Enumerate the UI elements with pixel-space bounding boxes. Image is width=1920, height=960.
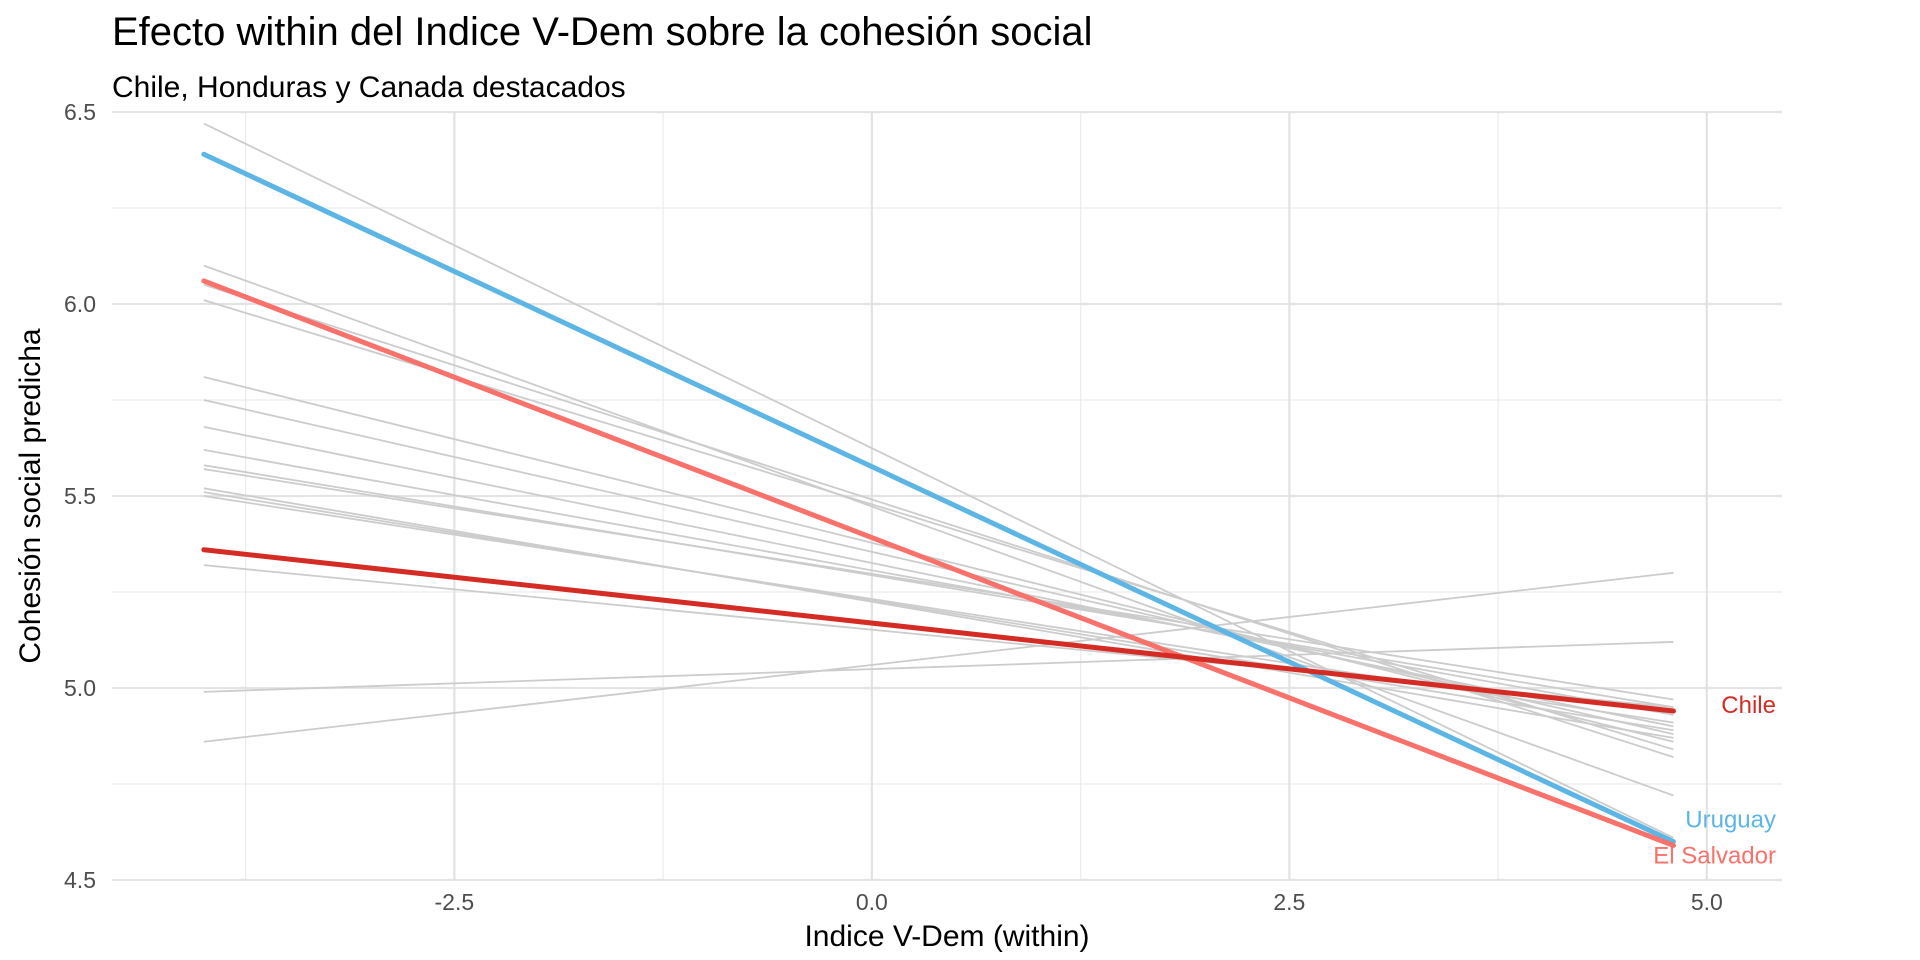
- background-series-line: [203, 264, 1674, 797]
- y-tick-label: 4.5: [64, 867, 96, 893]
- background-series-line: [203, 491, 1674, 732]
- series-end-labels: Uruguay El Salvador Chile: [1653, 692, 1776, 869]
- series-label-chile: Chile: [1721, 692, 1776, 719]
- background-series-line: [203, 122, 1674, 839]
- background-series-line: [203, 464, 1674, 709]
- y-axis-title: Cohesión social predicha: [14, 328, 47, 664]
- background-series-line: [203, 425, 1674, 728]
- background-series-line: [203, 468, 1674, 701]
- y-tick-label: 6.0: [64, 291, 96, 317]
- y-tick-label: 5.5: [64, 483, 96, 509]
- x-tick-labels: -2.5 0.0 2.5 5.0: [435, 889, 1723, 915]
- background-series-lines: [203, 122, 1674, 839]
- y-tick-label: 6.5: [64, 99, 96, 125]
- x-tick-label: 2.5: [1273, 889, 1305, 915]
- background-series-line: [203, 449, 1674, 716]
- x-tick-label: -2.5: [435, 889, 475, 915]
- series-line-uruguay: [201, 151, 1676, 845]
- x-tick-label: 0.0: [856, 889, 888, 915]
- background-series-line: [203, 376, 1674, 743]
- series-line-chile: [201, 547, 1676, 714]
- chart-title: Efecto within del Indice V-Dem sobre la …: [112, 10, 1093, 54]
- chart-subtitle: Chile, Honduras y Canada destacados: [112, 71, 626, 104]
- background-series-line: [203, 641, 1674, 693]
- x-tick-label: 5.0: [1691, 889, 1723, 915]
- series-label-uruguay: Uruguay: [1685, 807, 1776, 834]
- series-line-el-salvador: [201, 278, 1676, 848]
- y-tick-label: 5.0: [64, 675, 96, 701]
- background-series-line: [203, 571, 1674, 743]
- x-axis-title: Indice V-Dem (within): [804, 920, 1089, 953]
- series-label-el-salvador: El Salvador: [1653, 842, 1776, 869]
- y-tick-labels: 4.5 5.0 5.5 6.0 6.5: [64, 99, 96, 893]
- background-series-line: [203, 399, 1674, 735]
- highlighted-series-lines: [201, 151, 1676, 848]
- background-series-line: [203, 487, 1674, 739]
